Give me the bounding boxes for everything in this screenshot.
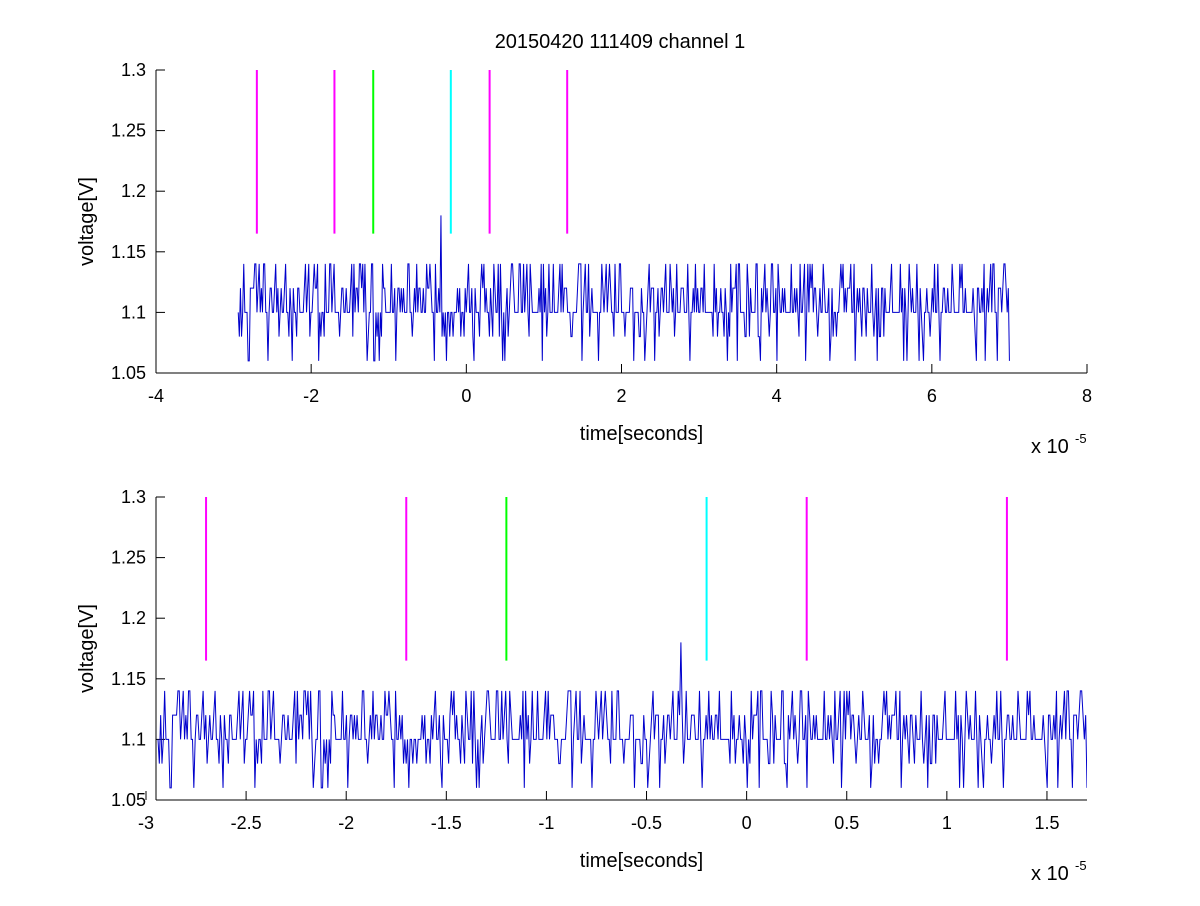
- bottom-x-tick-label: 0.5: [834, 813, 859, 833]
- bottom-x-tick-label: 1: [942, 813, 952, 833]
- top-x-exponent-power: -5: [1075, 431, 1087, 446]
- bottom-y-axis-label: voltage[V]: [76, 604, 98, 693]
- top-x-tick-label: 8: [1082, 386, 1092, 406]
- top-x-tick-label: -2: [303, 386, 319, 406]
- top-y-tick-label: 1.2: [121, 181, 146, 201]
- top-x-tick-label: 4: [772, 386, 782, 406]
- top-x-tick-label: 0: [461, 386, 471, 406]
- bottom-x-tick-label: -1: [538, 813, 554, 833]
- bottom-x-tick-label: -1.5: [431, 813, 462, 833]
- top-y-tick-label: 1.3: [121, 60, 146, 80]
- top-x-tick-label: 2: [616, 386, 626, 406]
- top-y-tick-label: 1.1: [121, 302, 146, 322]
- bottom-y-tick-label: 1.15: [111, 669, 146, 689]
- top-x-tick-label: 6: [927, 386, 937, 406]
- bottom-plot: 1.05 1.1 1.15 1.2 1.25 1.3 -3 -2.5 -2 -1.5 -1 -0.5 0…: [76, 487, 1087, 885]
- bottom-x-tick-label: 0: [742, 813, 752, 833]
- bottom-y-tick-label: 1.2: [121, 608, 146, 628]
- bottom-x-tick-label: -0.5: [631, 813, 662, 833]
- top-y-tick-label: 1.15: [111, 242, 146, 262]
- bottom-voltage-trace: [157, 642, 1087, 789]
- top-plot: 1.05 1.1 1.15 1.2 1.25 1.3 -4 -2 0 2 4 6 8 time[secon…: [76, 60, 1092, 458]
- bottom-y-tick-label: 1.05: [111, 790, 146, 810]
- bottom-x-exponent-power: -5: [1075, 858, 1087, 873]
- bottom-x-tick-label: -2.5: [231, 813, 262, 833]
- top-x-tick-label: -4: [148, 386, 164, 406]
- top-y-tick-label: 1.05: [111, 363, 146, 383]
- bottom-y-tick-label: 1.3: [121, 487, 146, 507]
- bottom-x-tick-label: -2: [338, 813, 354, 833]
- top-x-axis-label: time[seconds]: [580, 423, 703, 445]
- bottom-x-axis-label: time[seconds]: [580, 850, 703, 872]
- bottom-x-tick-label: 1.5: [1034, 813, 1059, 833]
- top-voltage-trace: [237, 215, 1010, 362]
- bottom-y-tick-label: 1.1: [121, 729, 146, 749]
- top-y-axis-label: voltage[V]: [76, 177, 98, 266]
- bottom-x-exponent-label: x 10: [1031, 863, 1069, 885]
- bottom-y-tick-label: 1.25: [111, 548, 146, 568]
- top-y-tick-label: 1.25: [111, 121, 146, 141]
- top-x-exponent-label: x 10: [1031, 436, 1069, 458]
- chart-title: 20150420 111409 channel 1: [495, 31, 746, 53]
- bottom-x-tick-label: -3: [138, 813, 154, 833]
